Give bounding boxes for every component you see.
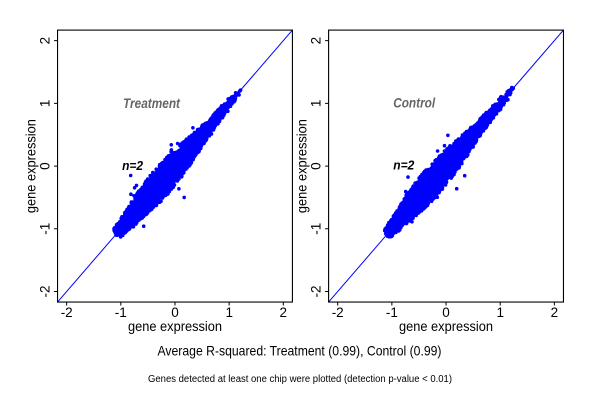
svg-text:2: 2	[38, 37, 53, 45]
svg-text:0: 0	[442, 305, 450, 320]
svg-text:1: 1	[309, 100, 324, 108]
svg-text:Average R-squared: Treatment (: Average R-squared: Treatment (0.99), Con…	[158, 342, 442, 358]
svg-text:gene expression: gene expression	[24, 119, 39, 213]
svg-text:-2: -2	[332, 305, 344, 320]
svg-text:n=2: n=2	[122, 159, 143, 173]
svg-text:1: 1	[496, 305, 504, 320]
svg-text:2: 2	[309, 37, 324, 45]
svg-text:Control: Control	[393, 96, 435, 111]
svg-text:Genes detected at least one ch: Genes detected at least one chip were pl…	[148, 374, 452, 385]
svg-text:gene expression: gene expression	[295, 119, 310, 213]
svg-text:2: 2	[280, 305, 288, 320]
svg-text:-2: -2	[61, 305, 73, 320]
svg-text:-2: -2	[38, 285, 53, 297]
svg-text:n=2: n=2	[393, 159, 414, 173]
svg-text:-1: -1	[38, 223, 53, 235]
svg-text:0: 0	[38, 162, 53, 170]
svg-text:-2: -2	[309, 285, 324, 297]
svg-text:1: 1	[225, 305, 233, 320]
svg-text:0: 0	[309, 162, 324, 170]
svg-text:2: 2	[551, 305, 559, 320]
svg-text:gene expression: gene expression	[128, 319, 222, 334]
svg-text:0: 0	[171, 305, 179, 320]
svg-text:gene expression: gene expression	[399, 319, 493, 334]
svg-text:Treatment: Treatment	[123, 96, 180, 111]
svg-text:-1: -1	[386, 305, 398, 320]
svg-text:1: 1	[38, 100, 53, 108]
svg-text:-1: -1	[309, 223, 324, 235]
svg-text:-1: -1	[115, 305, 127, 320]
